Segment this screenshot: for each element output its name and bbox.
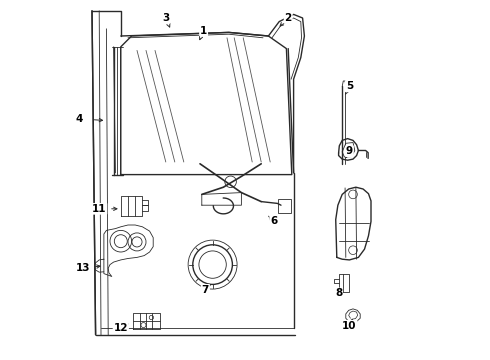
Text: 7: 7 <box>202 285 209 295</box>
Text: 11: 11 <box>92 204 106 214</box>
Text: 13: 13 <box>76 263 90 273</box>
Text: 9: 9 <box>346 146 353 156</box>
Text: 12: 12 <box>114 323 128 333</box>
Text: 2: 2 <box>285 13 292 23</box>
Text: 3: 3 <box>162 13 170 23</box>
Text: 5: 5 <box>346 81 353 91</box>
Text: 4: 4 <box>76 114 83 124</box>
Text: 6: 6 <box>270 216 277 226</box>
Text: 8: 8 <box>335 288 342 298</box>
Text: 10: 10 <box>342 321 357 331</box>
Text: 1: 1 <box>200 26 207 36</box>
